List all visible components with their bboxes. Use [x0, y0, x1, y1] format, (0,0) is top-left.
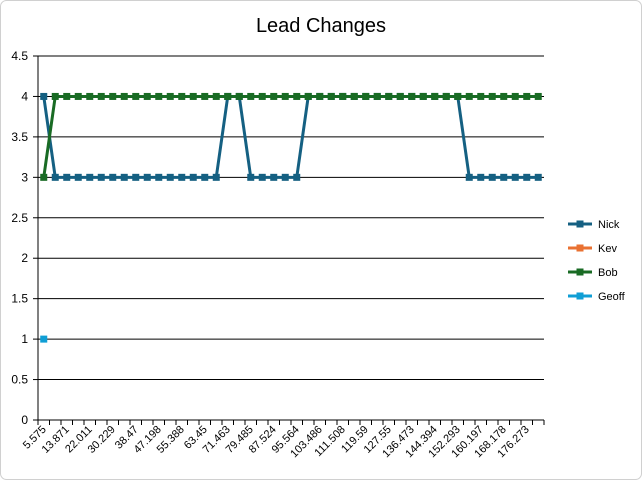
marker	[327, 92, 335, 100]
marker	[143, 173, 151, 181]
marker	[63, 92, 71, 100]
marker	[258, 173, 266, 181]
marker	[258, 92, 266, 100]
y-tick-label: 1.5	[11, 292, 28, 306]
marker	[488, 92, 496, 100]
chart-title: Lead Changes	[256, 15, 386, 37]
marker	[97, 173, 105, 181]
marker	[385, 92, 393, 100]
marker	[304, 92, 312, 100]
marker	[373, 92, 381, 100]
marker	[431, 92, 439, 100]
legend-marker	[576, 292, 584, 300]
y-tick-label: 4	[21, 89, 28, 103]
marker	[477, 173, 485, 181]
marker	[477, 92, 485, 100]
marker	[270, 92, 278, 100]
y-tick-label: 0	[21, 413, 28, 427]
marker	[63, 173, 71, 181]
marker	[155, 173, 163, 181]
marker	[166, 92, 174, 100]
y-tick-label: 2.5	[11, 211, 28, 225]
marker	[465, 173, 473, 181]
marker	[293, 173, 301, 181]
marker	[132, 92, 140, 100]
marker	[212, 92, 220, 100]
marker	[293, 92, 301, 100]
marker	[442, 92, 450, 100]
marker	[155, 92, 163, 100]
marker	[316, 92, 324, 100]
marker	[339, 92, 347, 100]
marker	[132, 173, 140, 181]
marker	[40, 335, 48, 343]
marker	[281, 92, 289, 100]
marker	[201, 92, 209, 100]
marker	[178, 92, 186, 100]
y-tick-label: 3	[21, 170, 28, 184]
marker	[120, 173, 128, 181]
marker	[189, 92, 197, 100]
marker	[396, 92, 404, 100]
legend-label: Geoff	[598, 291, 626, 303]
marker	[97, 92, 105, 100]
marker	[523, 92, 531, 100]
marker	[270, 173, 278, 181]
marker	[40, 173, 48, 181]
marker	[189, 173, 197, 181]
marker	[534, 173, 542, 181]
marker	[500, 92, 508, 100]
legend-marker	[576, 220, 584, 228]
marker	[178, 173, 186, 181]
marker	[247, 92, 255, 100]
marker	[120, 92, 128, 100]
marker	[74, 173, 82, 181]
marker	[523, 173, 531, 181]
marker	[109, 92, 117, 100]
marker	[51, 92, 59, 100]
marker	[500, 173, 508, 181]
marker	[74, 92, 82, 100]
marker	[235, 92, 243, 100]
marker	[419, 92, 427, 100]
y-tick-label: 2	[21, 251, 28, 265]
marker	[488, 173, 496, 181]
legend-label: Nick	[598, 219, 620, 231]
y-tick-label: 0.5	[11, 373, 28, 387]
marker	[465, 92, 473, 100]
legend-marker	[576, 244, 584, 252]
marker	[86, 92, 94, 100]
marker	[143, 92, 151, 100]
marker	[408, 92, 416, 100]
marker	[511, 173, 519, 181]
marker	[454, 92, 462, 100]
legend-label: Bob	[598, 267, 618, 279]
marker	[51, 173, 59, 181]
marker	[247, 173, 255, 181]
marker	[212, 173, 220, 181]
marker	[362, 92, 370, 100]
legend-label: Kev	[598, 243, 617, 255]
marker	[511, 92, 519, 100]
marker	[534, 92, 542, 100]
marker	[224, 92, 232, 100]
marker	[40, 92, 48, 100]
marker	[201, 173, 209, 181]
marker	[166, 173, 174, 181]
marker	[281, 173, 289, 181]
y-tick-label: 1	[21, 332, 28, 346]
marker	[109, 173, 117, 181]
marker	[350, 92, 358, 100]
y-tick-label: 3.5	[11, 130, 28, 144]
y-tick-label: 4.5	[11, 49, 28, 63]
marker	[86, 173, 94, 181]
legend-marker	[576, 268, 584, 276]
